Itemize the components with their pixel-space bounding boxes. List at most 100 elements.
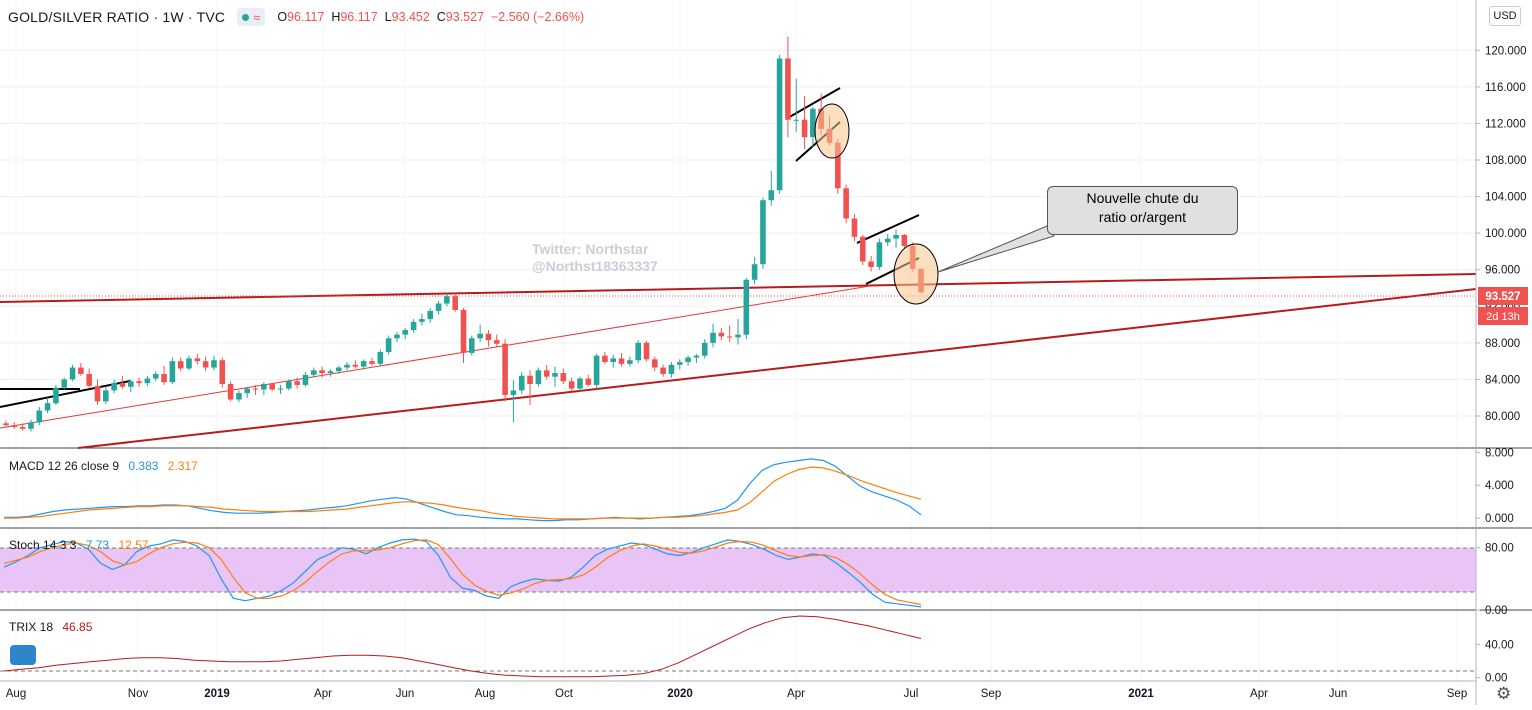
candle[interactable] xyxy=(385,335,392,355)
candle[interactable] xyxy=(144,375,151,386)
candle[interactable] xyxy=(310,367,317,378)
candle[interactable] xyxy=(103,386,109,405)
candle[interactable] xyxy=(735,319,741,345)
candle[interactable] xyxy=(851,213,858,242)
candle[interactable] xyxy=(352,360,359,369)
currency-button[interactable]: USD xyxy=(1489,6,1521,26)
stoch-legend[interactable]: Stoch 14 3 3 7.73 12.57 xyxy=(9,538,154,552)
candle[interactable] xyxy=(94,379,101,406)
trendline-thin[interactable] xyxy=(0,285,871,429)
candle[interactable] xyxy=(785,36,791,138)
candle[interactable] xyxy=(302,372,309,387)
candle[interactable] xyxy=(502,339,508,402)
candle[interactable] xyxy=(186,355,192,371)
tradingview-logo-icon[interactable] xyxy=(10,645,36,665)
candle[interactable] xyxy=(369,357,375,366)
symbol-title[interactable]: GOLD/SILVER RATIO · 1W · TVC xyxy=(8,9,226,25)
candle[interactable] xyxy=(136,377,142,387)
candle[interactable] xyxy=(252,384,259,395)
candle[interactable] xyxy=(261,382,267,395)
visibility-toggle[interactable]: ≈ xyxy=(237,8,266,26)
candle[interactable] xyxy=(435,300,442,315)
candle[interactable] xyxy=(585,374,592,387)
candle[interactable] xyxy=(485,330,492,347)
candle[interactable] xyxy=(394,331,400,342)
candle[interactable] xyxy=(477,324,483,342)
candle[interactable] xyxy=(3,420,9,427)
candle[interactable] xyxy=(127,379,134,393)
trendline-upper[interactable] xyxy=(0,273,1477,303)
candle[interactable] xyxy=(859,234,866,266)
candle[interactable] xyxy=(685,355,691,366)
highlight-ellipses[interactable] xyxy=(814,103,939,305)
candle[interactable] xyxy=(236,390,242,403)
wedge-2-upper[interactable] xyxy=(856,214,920,244)
candle[interactable] xyxy=(810,106,816,148)
candle[interactable] xyxy=(360,359,367,370)
candle[interactable] xyxy=(577,376,583,393)
candle[interactable] xyxy=(152,371,159,382)
candle[interactable] xyxy=(327,369,334,377)
candle[interactable] xyxy=(169,357,176,384)
candle[interactable] xyxy=(69,364,76,382)
candle[interactable] xyxy=(402,328,409,340)
candle[interactable] xyxy=(635,340,641,363)
candle[interactable] xyxy=(177,357,184,372)
candle[interactable] xyxy=(269,383,275,392)
candle[interactable] xyxy=(518,372,525,395)
candle[interactable] xyxy=(593,353,600,389)
highlight-ellipse-2[interactable] xyxy=(893,243,939,305)
candle[interactable] xyxy=(743,277,750,340)
black-trend-1[interactable] xyxy=(0,380,131,408)
candle[interactable] xyxy=(627,356,633,367)
candle[interactable] xyxy=(277,384,284,395)
candle[interactable] xyxy=(11,422,18,429)
candle[interactable] xyxy=(876,238,883,270)
candle[interactable] xyxy=(768,170,775,206)
candle[interactable] xyxy=(194,353,201,365)
candle[interactable] xyxy=(78,362,84,376)
candle[interactable] xyxy=(868,256,874,272)
candle[interactable] xyxy=(643,341,650,362)
candle[interactable] xyxy=(668,362,675,378)
candle[interactable] xyxy=(28,419,34,432)
candle[interactable] xyxy=(227,381,234,402)
candle[interactable] xyxy=(344,362,350,371)
candle[interactable] xyxy=(602,352,608,364)
candle[interactable] xyxy=(286,379,292,391)
trendline-lower[interactable] xyxy=(77,288,1477,449)
candle[interactable] xyxy=(460,308,467,363)
candle[interactable] xyxy=(427,308,434,323)
candle[interactable] xyxy=(776,54,783,194)
highlight-ellipse-1[interactable] xyxy=(814,103,850,159)
candle[interactable] xyxy=(893,229,899,248)
candle[interactable] xyxy=(793,78,800,132)
candle[interactable] xyxy=(202,356,209,372)
candle[interactable] xyxy=(693,353,700,363)
candle[interactable] xyxy=(760,197,766,269)
candle[interactable] xyxy=(493,334,500,347)
candle[interactable] xyxy=(111,379,117,394)
candle[interactable] xyxy=(610,354,617,368)
candle[interactable] xyxy=(161,365,167,385)
candle[interactable] xyxy=(710,323,716,348)
candle[interactable] xyxy=(843,184,849,224)
candle[interactable] xyxy=(219,357,226,388)
candle[interactable] xyxy=(444,293,450,307)
candle[interactable] xyxy=(44,397,51,414)
candle[interactable] xyxy=(535,367,542,387)
candle[interactable] xyxy=(751,256,758,285)
callout-box[interactable]: Nouvelle chute du ratio or/argent xyxy=(1047,186,1238,235)
time-axis[interactable]: Aug Nov 2019 Apr Jun Aug Oct 2020 Apr Jul Sep 2021 A… xyxy=(6,688,1467,700)
candle[interactable] xyxy=(319,366,325,378)
macd-legend[interactable]: MACD 12 26 close 9 0.383 2.317 xyxy=(9,459,204,473)
candle[interactable] xyxy=(294,377,300,389)
candle[interactable] xyxy=(61,377,68,390)
candle[interactable] xyxy=(676,359,683,370)
candle[interactable] xyxy=(718,328,725,341)
candle[interactable] xyxy=(86,368,92,389)
candle[interactable] xyxy=(560,368,567,384)
candle[interactable] xyxy=(19,423,26,431)
candle[interactable] xyxy=(377,349,384,366)
